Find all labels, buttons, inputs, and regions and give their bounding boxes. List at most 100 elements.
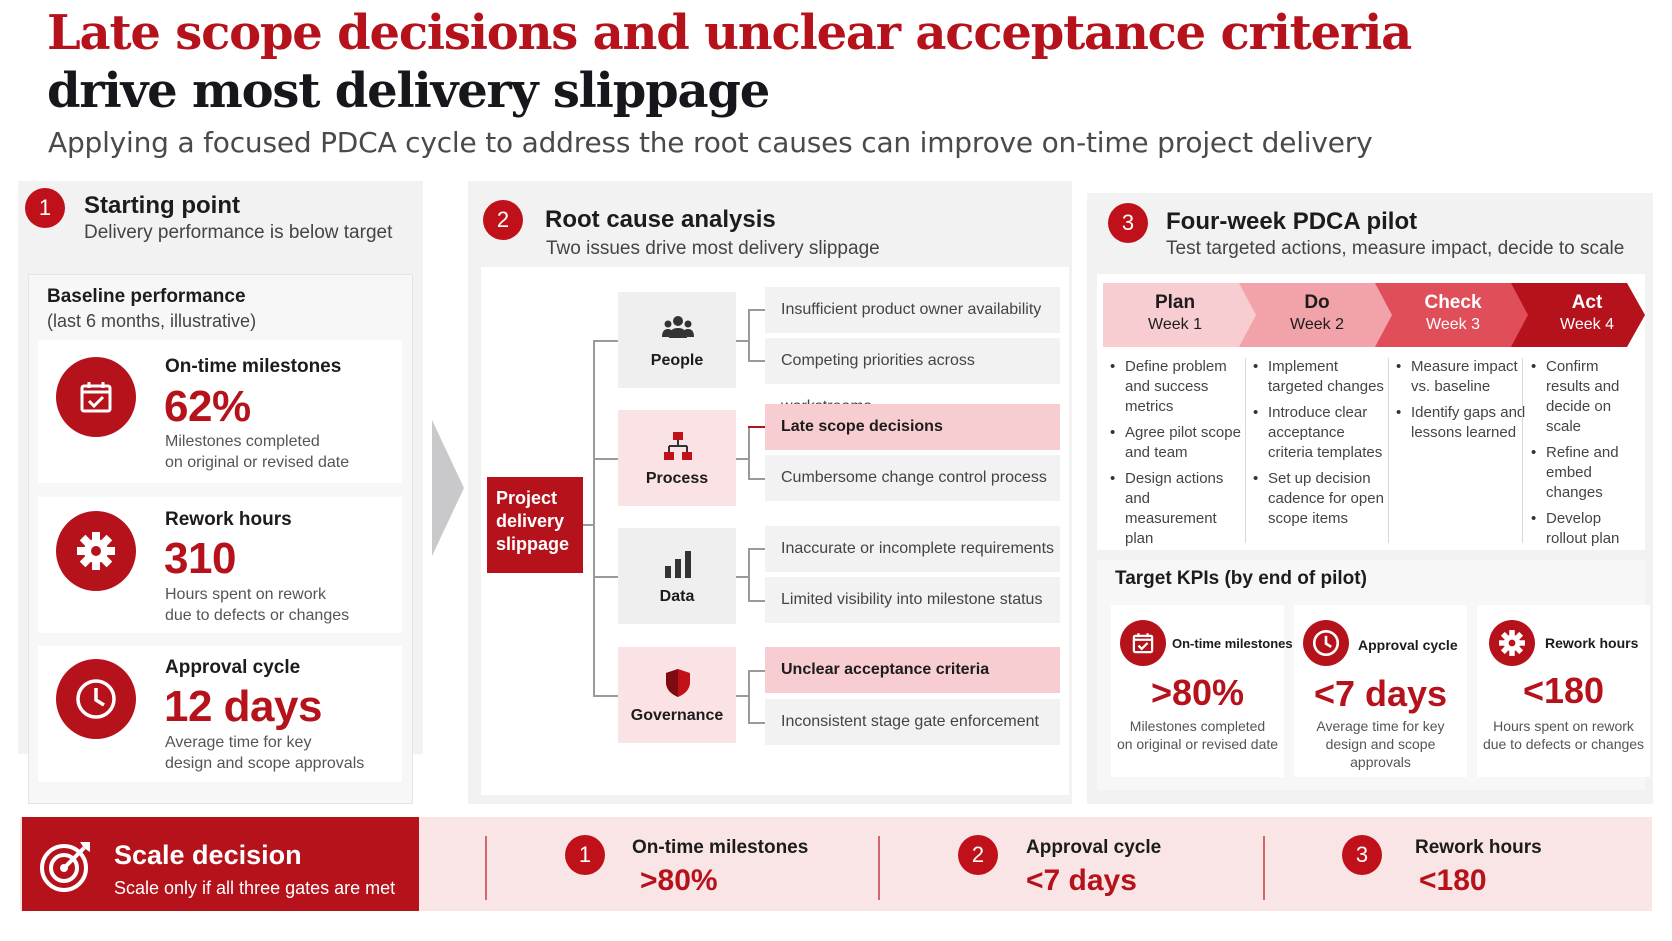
root-cause-subheading: Two issues drive most delivery slippage — [546, 238, 880, 259]
gear-icon — [56, 511, 136, 591]
connector-line — [736, 695, 749, 697]
divider — [878, 836, 880, 900]
do-chevron — [1239, 283, 1394, 347]
metric-desc: Milestones completed on original or revis… — [165, 433, 350, 471]
bullet-item: Develop rollout plan — [1531, 509, 1646, 549]
check-bullets: Measure impact vs. baseline Identify gap… — [1396, 357, 1528, 449]
cause-item: Competing priorities across workstreams — [765, 338, 1060, 415]
metric-label: Approval cycle — [165, 657, 301, 678]
baseline-subtitle: (last 6 months, illustrative) — [47, 311, 257, 331]
plan-step: Plan Week 1 — [1148, 292, 1202, 333]
plan-bullets: Define problem and success metrics Agree… — [1110, 357, 1242, 555]
connector-line — [748, 478, 765, 480]
scale-decision-subheading: Scale only if all three gates are met — [114, 878, 396, 898]
cause-item-highlighted: Late scope decisions — [765, 404, 1060, 450]
connector-line — [593, 340, 618, 342]
check-step: Check Week 3 — [1424, 292, 1482, 333]
connector-line — [748, 309, 765, 311]
scale-decision-heading: Scale decision — [114, 840, 302, 870]
bullet-item: Introduce clear acceptance criteria temp… — [1253, 403, 1385, 463]
effect-box: Project delivery slippage — [487, 477, 583, 573]
title-line2: drive most delivery slippage — [47, 63, 770, 119]
gate-label: Approval cycle — [1026, 837, 1162, 858]
flow-arrow — [432, 420, 464, 556]
connector-line — [748, 309, 750, 362]
bullet-item: Identify gaps and lessons learned — [1396, 403, 1528, 443]
metric-desc: Hours spent on rework due to defects or c… — [165, 586, 350, 624]
kpi-desc: Average time for key design and scope app… — [1316, 718, 1445, 770]
scale-decision-block — [22, 817, 419, 911]
page-subtitle: Applying a focused PDCA cycle to address… — [48, 126, 1373, 159]
bullet-item: Refine and embed changes — [1531, 443, 1646, 503]
gate-number: 3 — [1342, 835, 1382, 875]
gate-value: <7 days — [1026, 864, 1137, 897]
kpi-label: Rework hours — [1545, 635, 1639, 651]
kpi-desc: Milestones completed on original or revis… — [1116, 718, 1279, 752]
connector-line — [593, 695, 618, 697]
connector-line — [748, 426, 750, 480]
act-bullets: Confirm results and decide on scale Refi… — [1531, 357, 1646, 555]
bullet-item: Measure impact vs. baseline — [1396, 357, 1528, 397]
pdca-heading: Four-week PDCA pilot — [1166, 208, 1418, 235]
metric-desc: Average time for key design and scope app… — [165, 734, 365, 772]
starting-point-subheading: Delivery performance is below target — [84, 222, 393, 243]
gate-label: On-time milestones — [632, 837, 809, 858]
cause-item-highlighted: Unclear acceptance criteria — [765, 647, 1060, 693]
cause-item: Inconsistent stage gate enforcement — [765, 699, 1060, 745]
connector-line — [748, 426, 765, 428]
pdca-chevrons — [1103, 283, 1645, 347]
cause-item: Cumbersome change control process — [765, 455, 1060, 501]
divider — [1522, 358, 1523, 543]
divider — [1263, 836, 1265, 900]
category-data: Data — [618, 528, 736, 624]
act-chevron — [1511, 283, 1645, 347]
cause-item: Limited visibility into milestone status — [765, 577, 1060, 623]
plan-chevron — [1103, 283, 1258, 347]
kpi-desc: Hours spent on rework due to defects or c… — [1482, 718, 1645, 752]
step-number-1: 1 — [25, 188, 65, 228]
bullet-item: Define problem and success metrics — [1110, 357, 1242, 417]
cause-item: Inaccurate or incomplete requirements — [765, 526, 1060, 572]
act-step: Act Week 4 — [1560, 292, 1614, 333]
baseline-title: Baseline performance — [47, 286, 246, 307]
gear-icon — [1489, 620, 1535, 666]
gate-number: 1 — [565, 835, 605, 875]
bullet-item: Set up decision cadence for open scope i… — [1253, 469, 1385, 529]
gate-value: <180 — [1419, 864, 1487, 897]
category-process: Process — [618, 410, 736, 506]
category-governance: Governance — [618, 647, 736, 743]
shield-icon — [666, 669, 690, 697]
kpi-value: <180 — [1522, 670, 1605, 711]
kpi-label: On-time milestones — [1172, 636, 1293, 651]
category-people: People — [618, 292, 736, 388]
divider — [1388, 358, 1389, 543]
connector-line — [748, 722, 765, 724]
connector-line — [748, 670, 750, 724]
kpi-value: <7 days — [1313, 673, 1448, 714]
bullet-item: Design actions and measurement plan — [1110, 469, 1242, 549]
connector-line — [736, 576, 749, 578]
target-icon — [40, 842, 90, 892]
connector-line — [748, 360, 765, 362]
bullet-item: Implement targeted changes — [1253, 357, 1385, 397]
bullet-item: Agree pilot scope and team — [1110, 423, 1242, 463]
page-title: Late scope decisions and unclear accepta… — [47, 4, 1412, 120]
connector-line — [593, 340, 595, 696]
gate-number: 2 — [958, 835, 998, 875]
bar-chart-icon — [665, 551, 691, 578]
bullet-item: Confirm results and decide on scale — [1531, 357, 1646, 437]
gate-value: >80% — [640, 864, 718, 897]
connector-line — [748, 670, 765, 672]
connector-line — [748, 548, 765, 550]
connector-line — [593, 458, 618, 460]
people-icon — [662, 316, 694, 338]
clock-icon — [56, 659, 136, 739]
gate-label: Rework hours — [1415, 837, 1542, 858]
kpi-value: >80% — [1150, 672, 1245, 713]
divider — [1245, 358, 1246, 543]
pdca-subheading: Test targeted actions, measure impact, d… — [1166, 238, 1625, 259]
flowchart-icon — [664, 432, 692, 460]
root-cause-heading: Root cause analysis — [545, 206, 776, 233]
connector-line — [736, 458, 749, 460]
calendar-check-icon — [56, 357, 136, 437]
